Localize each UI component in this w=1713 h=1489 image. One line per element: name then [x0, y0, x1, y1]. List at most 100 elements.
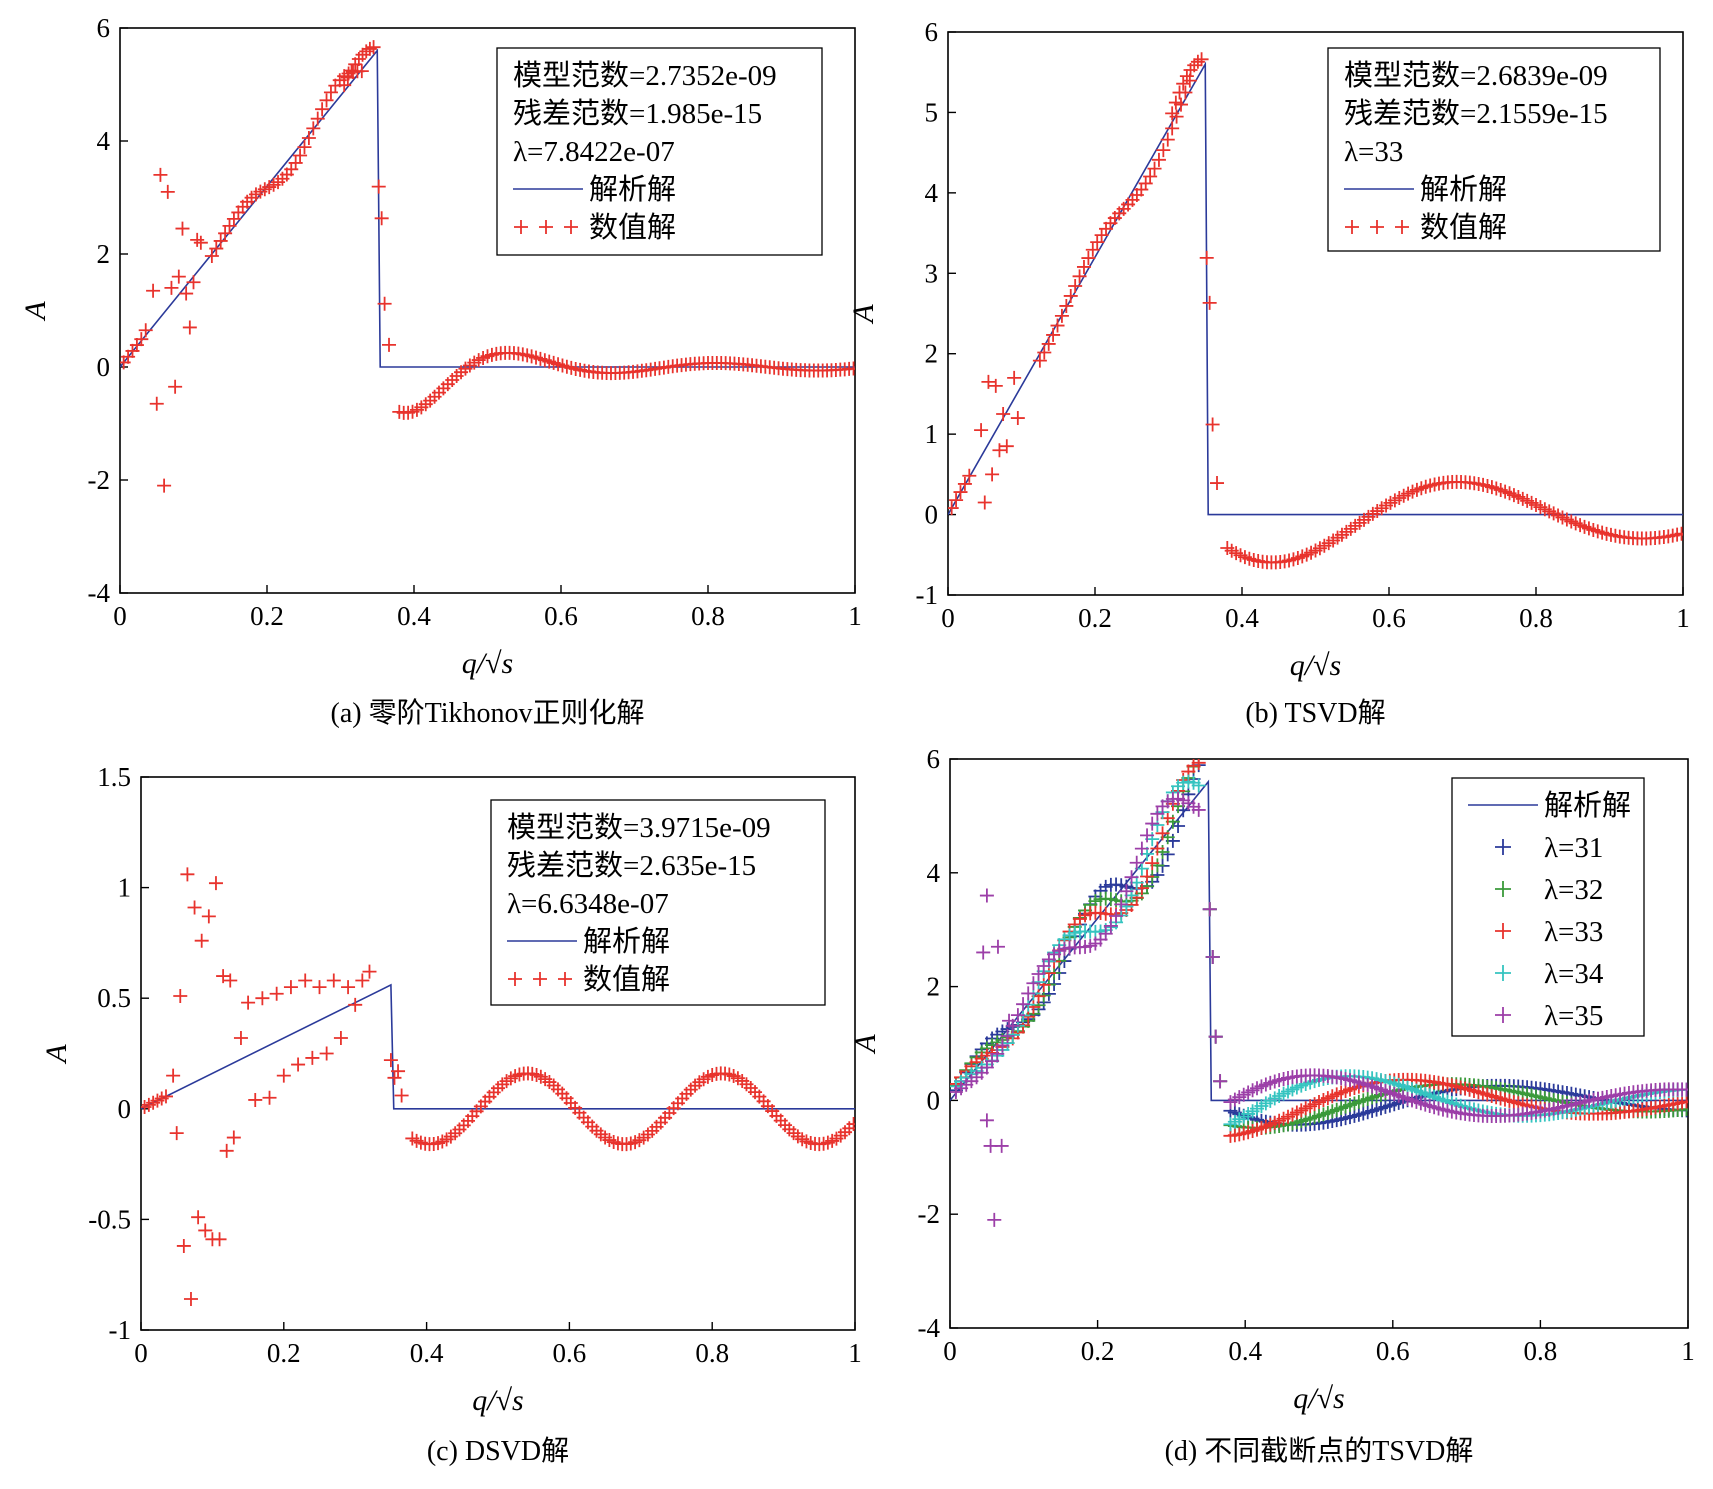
numeric-point: [293, 148, 308, 163]
x-tick-label: 0: [113, 601, 127, 631]
numeric-point: [1000, 1029, 1015, 1044]
numeric-point: [999, 439, 1014, 454]
numeric-point: [981, 374, 996, 389]
analytic-line: [141, 983, 855, 1110]
numeric-point: [1187, 58, 1202, 73]
numeric-point: [182, 320, 197, 335]
numeric-point: [158, 1089, 173, 1104]
numeric-point: [977, 495, 992, 510]
y-axis-label: A: [19, 301, 52, 322]
numeric-point: [218, 226, 233, 241]
numeric-point: [326, 973, 341, 988]
numeric-point: [1124, 870, 1139, 885]
numeric-point: [1007, 370, 1022, 385]
numeric-point: [957, 476, 972, 491]
legend-text: λ=7.8422e-07: [513, 136, 675, 168]
numeric-point: [171, 269, 186, 284]
numeric-point: [337, 78, 352, 93]
numeric-point: [248, 1092, 263, 1107]
legend-numeric-swatch: [1345, 220, 1359, 234]
numeric-point: [213, 233, 228, 248]
numeric-point: [183, 1292, 198, 1307]
numeric-point: [1191, 802, 1206, 817]
legend: 解析解 λ=31 λ=32 λ=33 λ=34 λ=35: [1451, 777, 1645, 1037]
panel-a: 0 0.2 0.4 0.6 0.8 1 -4 -2 0 2 4 6 q/√s A (a) 零阶Tikhono…: [19, 13, 862, 729]
y-tick-label: 2: [97, 239, 111, 269]
numeric-point: [362, 41, 377, 56]
numeric-point: [297, 140, 312, 155]
numeric-point: [382, 337, 397, 352]
numeric-point: [201, 909, 216, 924]
x-tick-label: 0.8: [1519, 603, 1553, 633]
numeric-point: [134, 332, 149, 347]
legend-series-swatch: [1495, 923, 1511, 939]
numeric-point: [994, 1138, 1009, 1153]
numeric-point: [1165, 121, 1180, 136]
y-tick-label: -4: [88, 578, 111, 608]
numeric-point: [948, 501, 959, 516]
numeric-point: [1098, 926, 1113, 941]
numeric-point: [262, 1090, 277, 1105]
y-tick-label: 2: [925, 339, 939, 369]
numeric-point: [1168, 95, 1183, 110]
x-axis-label: q/√s: [472, 1384, 523, 1417]
legend-analytic-label: 解析解: [589, 173, 676, 206]
legend-series-label: λ=35: [1544, 1000, 1603, 1032]
legend: 模型范数=2.7352e-09 残差范数=1.985e-15 λ=7.8422e-0…: [496, 47, 823, 256]
numeric-point: [276, 1068, 291, 1083]
legend-box: [490, 799, 826, 1006]
numeric-point: [1109, 909, 1124, 923]
numeric-point: [269, 986, 284, 1001]
numeric-point: [953, 485, 968, 500]
legend-text: 模型范数=2.7352e-09: [513, 59, 777, 92]
numeric-point: [1202, 295, 1217, 310]
x-axis-label: q/√s: [462, 647, 513, 680]
legend-series-swatch: [1495, 881, 1511, 897]
plot-frame: [140, 776, 856, 1331]
numeric-point: [241, 995, 256, 1010]
legend-text: λ=33: [1344, 136, 1403, 168]
numeric-point: [1165, 106, 1180, 121]
numeric-point: [1140, 828, 1155, 843]
numeric-point: [1194, 52, 1209, 67]
legend-numeric-swatch: [533, 972, 547, 986]
numeric-point: [990, 1046, 1005, 1061]
numeric-point: [1191, 778, 1206, 793]
numeric-point: [1002, 1013, 1017, 1028]
legend-numeric-swatch: [1395, 220, 1409, 234]
y-tick-label: 4: [97, 126, 111, 156]
panel-caption: (a) 零阶Tikhonov正则化解: [331, 697, 645, 729]
numeric-point: [176, 1238, 191, 1253]
x-tick-label: 0.6: [1376, 1336, 1410, 1366]
y-tick-label: -4: [918, 1313, 941, 1343]
numeric-point: [988, 378, 1003, 393]
numeric-point: [209, 241, 224, 256]
numeric-point: [1156, 143, 1171, 158]
numeric-point: [310, 111, 325, 126]
legend-box: [1327, 47, 1661, 252]
numeric-point: [974, 423, 989, 438]
x-tick-label: 1: [848, 601, 862, 631]
x-tick-label: 0: [943, 1336, 957, 1366]
y-tick-label: 1.5: [97, 762, 131, 792]
numeric-point: [1202, 902, 1217, 917]
numeric-point: [374, 211, 389, 226]
numeric-point: [362, 964, 377, 979]
x-tick-label: 0.2: [267, 1338, 301, 1368]
y-tick-label: -0.5: [88, 1204, 131, 1234]
numeric-point: [1155, 826, 1170, 841]
numeric-point: [985, 467, 1000, 482]
legend-text: 模型范数=3.9715e-09: [507, 811, 771, 844]
x-tick-label: 0.6: [544, 601, 578, 631]
numeric-point: [283, 980, 298, 995]
legend-box: [1451, 777, 1645, 1037]
x-tick-label: 0.4: [1225, 603, 1259, 633]
numeric-point: [204, 248, 219, 263]
numeric-point: [1010, 411, 1025, 426]
numeric-point: [1050, 318, 1065, 333]
y-tick-label: 1: [925, 419, 939, 449]
numeric-point: [979, 1113, 994, 1128]
